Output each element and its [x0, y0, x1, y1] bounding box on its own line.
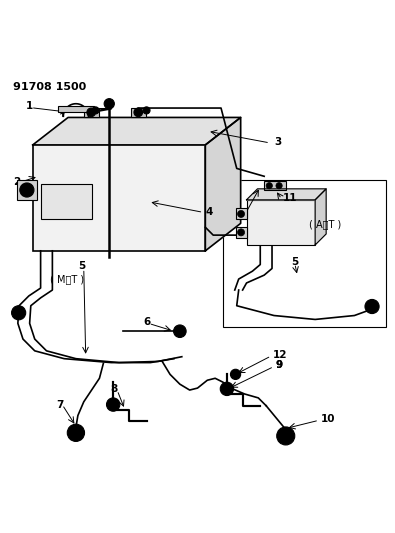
Bar [41, 184, 92, 220]
Bar [223, 180, 386, 327]
Bar [235, 208, 246, 220]
Text: 9: 9 [276, 360, 283, 370]
Circle shape [92, 107, 99, 114]
Circle shape [237, 229, 245, 236]
Circle shape [11, 306, 26, 320]
Text: 8: 8 [111, 384, 118, 394]
Polygon shape [205, 117, 241, 251]
Bar [235, 227, 246, 238]
Circle shape [177, 328, 182, 334]
Circle shape [277, 427, 295, 445]
Circle shape [237, 211, 245, 217]
Polygon shape [246, 189, 326, 200]
Circle shape [220, 382, 233, 395]
Circle shape [143, 107, 150, 114]
Text: 5: 5 [78, 261, 85, 271]
Circle shape [72, 429, 79, 437]
Circle shape [365, 300, 379, 313]
Text: 2: 2 [13, 177, 20, 187]
Polygon shape [33, 117, 241, 145]
Text: 1: 1 [26, 101, 33, 111]
Polygon shape [315, 189, 326, 245]
Text: 7: 7 [56, 400, 63, 409]
Circle shape [266, 183, 273, 189]
Bar [246, 200, 315, 245]
Text: 4: 4 [205, 207, 213, 216]
Circle shape [276, 183, 282, 189]
Text: 6: 6 [143, 317, 150, 327]
Text: 91708 1500: 91708 1500 [13, 82, 87, 92]
Circle shape [173, 325, 186, 337]
Bar [264, 181, 286, 190]
Text: 5: 5 [238, 213, 245, 222]
Bar [17, 180, 37, 200]
Circle shape [20, 183, 34, 197]
Bar [58, 106, 94, 111]
Text: 12: 12 [273, 350, 287, 360]
Circle shape [224, 386, 229, 392]
Bar [131, 108, 146, 117]
Circle shape [15, 310, 22, 316]
Bar [33, 145, 205, 251]
Circle shape [230, 369, 241, 379]
Circle shape [111, 402, 116, 407]
Circle shape [369, 304, 375, 309]
Bar [84, 108, 99, 117]
Circle shape [67, 424, 85, 441]
Text: ( A／T ): ( A／T ) [309, 219, 342, 229]
Circle shape [107, 398, 120, 411]
Text: 3: 3 [274, 137, 281, 147]
Circle shape [87, 108, 96, 117]
Text: 10: 10 [321, 415, 335, 424]
Text: 9: 9 [276, 360, 283, 370]
Text: 5: 5 [291, 257, 298, 267]
Circle shape [282, 432, 289, 440]
Circle shape [104, 99, 114, 109]
Circle shape [107, 101, 112, 107]
Text: ( M／T ): ( M／T ) [51, 274, 85, 284]
Text: 11: 11 [283, 193, 297, 203]
Circle shape [134, 108, 143, 117]
